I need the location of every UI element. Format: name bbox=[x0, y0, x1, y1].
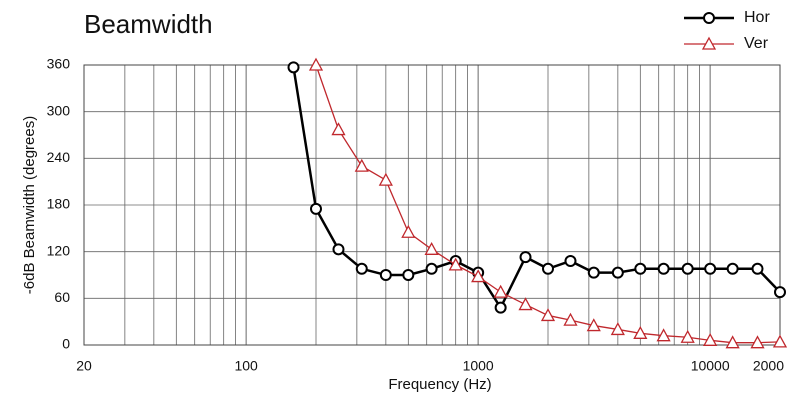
point bbox=[332, 243, 345, 256]
point bbox=[750, 335, 765, 349]
point bbox=[563, 312, 578, 326]
x-tick-label: 20 bbox=[76, 358, 92, 374]
y-axis-label: -6dB Beamwidth (degrees) bbox=[21, 116, 38, 294]
legend-marker bbox=[703, 12, 715, 24]
point bbox=[308, 57, 324, 71]
point bbox=[703, 332, 718, 346]
point bbox=[401, 224, 416, 238]
y-tick-label: 60 bbox=[54, 289, 70, 305]
point bbox=[519, 251, 532, 264]
point bbox=[448, 257, 463, 271]
point bbox=[587, 266, 600, 279]
point bbox=[494, 301, 507, 314]
point bbox=[611, 266, 624, 279]
point bbox=[681, 262, 694, 275]
legend-label: Hor bbox=[744, 9, 770, 26]
x-tick-label: 2000 bbox=[753, 358, 784, 374]
plot-frame bbox=[83, 64, 781, 346]
point bbox=[402, 269, 415, 281]
x-tick-label: 10000 bbox=[691, 358, 730, 374]
point bbox=[725, 335, 740, 349]
y-tick-label: 0 bbox=[62, 336, 70, 352]
y-tick-label: 120 bbox=[47, 242, 71, 258]
y-tick-label: 240 bbox=[47, 149, 71, 165]
x-axis-label: Frequency (Hz) bbox=[388, 376, 491, 393]
point bbox=[657, 262, 670, 275]
legend-marker bbox=[701, 36, 717, 50]
point bbox=[424, 241, 439, 255]
point bbox=[586, 318, 601, 332]
x-tick-label: 100 bbox=[234, 358, 258, 374]
chart-title: Beamwidth bbox=[84, 9, 213, 39]
point bbox=[287, 61, 300, 74]
point bbox=[564, 255, 577, 267]
x-tick-label: 1000 bbox=[463, 358, 494, 374]
point bbox=[518, 297, 533, 311]
point bbox=[726, 262, 739, 275]
point bbox=[610, 322, 625, 336]
point bbox=[704, 262, 717, 275]
point bbox=[680, 329, 695, 343]
point bbox=[633, 325, 648, 339]
series-line bbox=[292, 67, 781, 311]
point bbox=[772, 334, 788, 348]
point bbox=[425, 262, 438, 275]
point bbox=[493, 284, 508, 298]
y-tick-label: 300 bbox=[47, 102, 71, 118]
point bbox=[355, 262, 368, 275]
y-tick-label: 180 bbox=[47, 196, 71, 212]
legend-label: Ver bbox=[744, 35, 769, 52]
point bbox=[656, 328, 671, 342]
y-tick-label: 360 bbox=[47, 56, 71, 72]
point bbox=[774, 286, 786, 299]
point bbox=[540, 308, 556, 322]
point bbox=[542, 262, 554, 275]
point bbox=[331, 122, 346, 136]
point bbox=[310, 202, 322, 215]
point bbox=[471, 269, 486, 283]
point bbox=[379, 269, 392, 281]
point bbox=[378, 172, 393, 186]
point bbox=[354, 158, 369, 172]
point bbox=[634, 262, 647, 275]
point bbox=[751, 262, 764, 275]
